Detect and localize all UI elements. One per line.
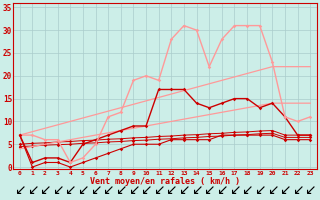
X-axis label: Vent moyen/en rafales ( km/h ): Vent moyen/en rafales ( km/h ) <box>90 177 240 186</box>
